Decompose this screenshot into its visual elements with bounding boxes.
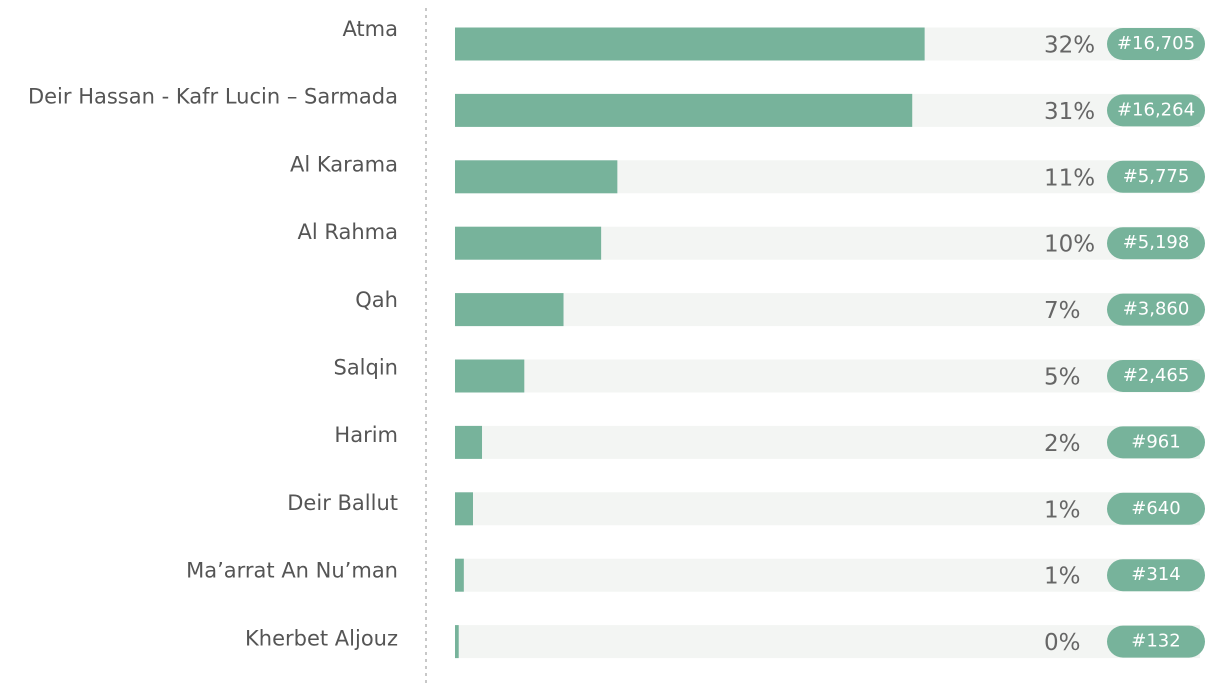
bar-track xyxy=(455,425,1200,459)
bar xyxy=(455,27,925,61)
category-label: Salqin xyxy=(333,356,398,380)
share-label: 1% xyxy=(1044,564,1081,590)
bar xyxy=(455,93,913,127)
count-label: #132 xyxy=(1131,631,1180,652)
count-pill xyxy=(1107,625,1205,658)
count-pill xyxy=(1107,28,1205,60)
count-pill xyxy=(1107,559,1205,592)
bar xyxy=(455,226,602,260)
bar xyxy=(455,359,525,393)
count-pill xyxy=(1107,426,1205,459)
count-label: #5,198 xyxy=(1123,232,1190,253)
bar xyxy=(455,425,483,459)
count-label: #16,705 xyxy=(1117,33,1195,54)
category-label: Al Rahma xyxy=(297,220,398,244)
category-label: Ma’arrat An Nu’man xyxy=(186,559,398,583)
category-label: Deir Hassan - Kafr Lucin – Sarmada xyxy=(28,85,398,109)
bar-track xyxy=(455,492,1200,526)
category-label: Harim xyxy=(334,423,398,447)
share-label: 1% xyxy=(1044,497,1081,523)
count-label: #2,465 xyxy=(1123,365,1190,386)
count-pill xyxy=(1107,492,1205,525)
category-label: Kherbet Aljouz xyxy=(245,626,398,650)
bar xyxy=(455,293,564,327)
category-label: Al Karama xyxy=(290,152,398,176)
bar xyxy=(455,492,473,526)
count-label: #3,860 xyxy=(1123,299,1190,320)
category-label: Deir Ballut xyxy=(287,491,398,515)
count-pill xyxy=(1107,293,1205,326)
share-label: 7% xyxy=(1044,298,1081,324)
bar xyxy=(455,160,618,194)
count-pill xyxy=(1107,94,1205,127)
bar-track xyxy=(455,558,1200,592)
share-label: 0% xyxy=(1044,630,1081,656)
bar-track xyxy=(455,359,1200,393)
share-label: 5% xyxy=(1044,365,1081,391)
count-label: #640 xyxy=(1131,498,1180,519)
count-pill xyxy=(1107,227,1205,260)
category-label: Atma xyxy=(342,17,398,41)
bar-track xyxy=(455,293,1200,327)
count-label: #5,775 xyxy=(1123,166,1190,187)
count-label: #16,264 xyxy=(1117,99,1195,120)
count-label: #961 xyxy=(1131,431,1180,452)
share-label: 10% xyxy=(1044,232,1095,258)
share-label: 11% xyxy=(1044,165,1095,191)
share-label: 31% xyxy=(1044,99,1095,125)
share-label: 2% xyxy=(1044,431,1081,457)
bar-track xyxy=(455,625,1200,659)
count-pill xyxy=(1107,360,1205,392)
bar xyxy=(455,625,459,659)
bar xyxy=(455,558,464,592)
category-label: Qah xyxy=(355,288,398,312)
count-pill xyxy=(1107,160,1205,193)
count-label: #314 xyxy=(1131,564,1180,585)
share-label: 32% xyxy=(1044,33,1095,59)
